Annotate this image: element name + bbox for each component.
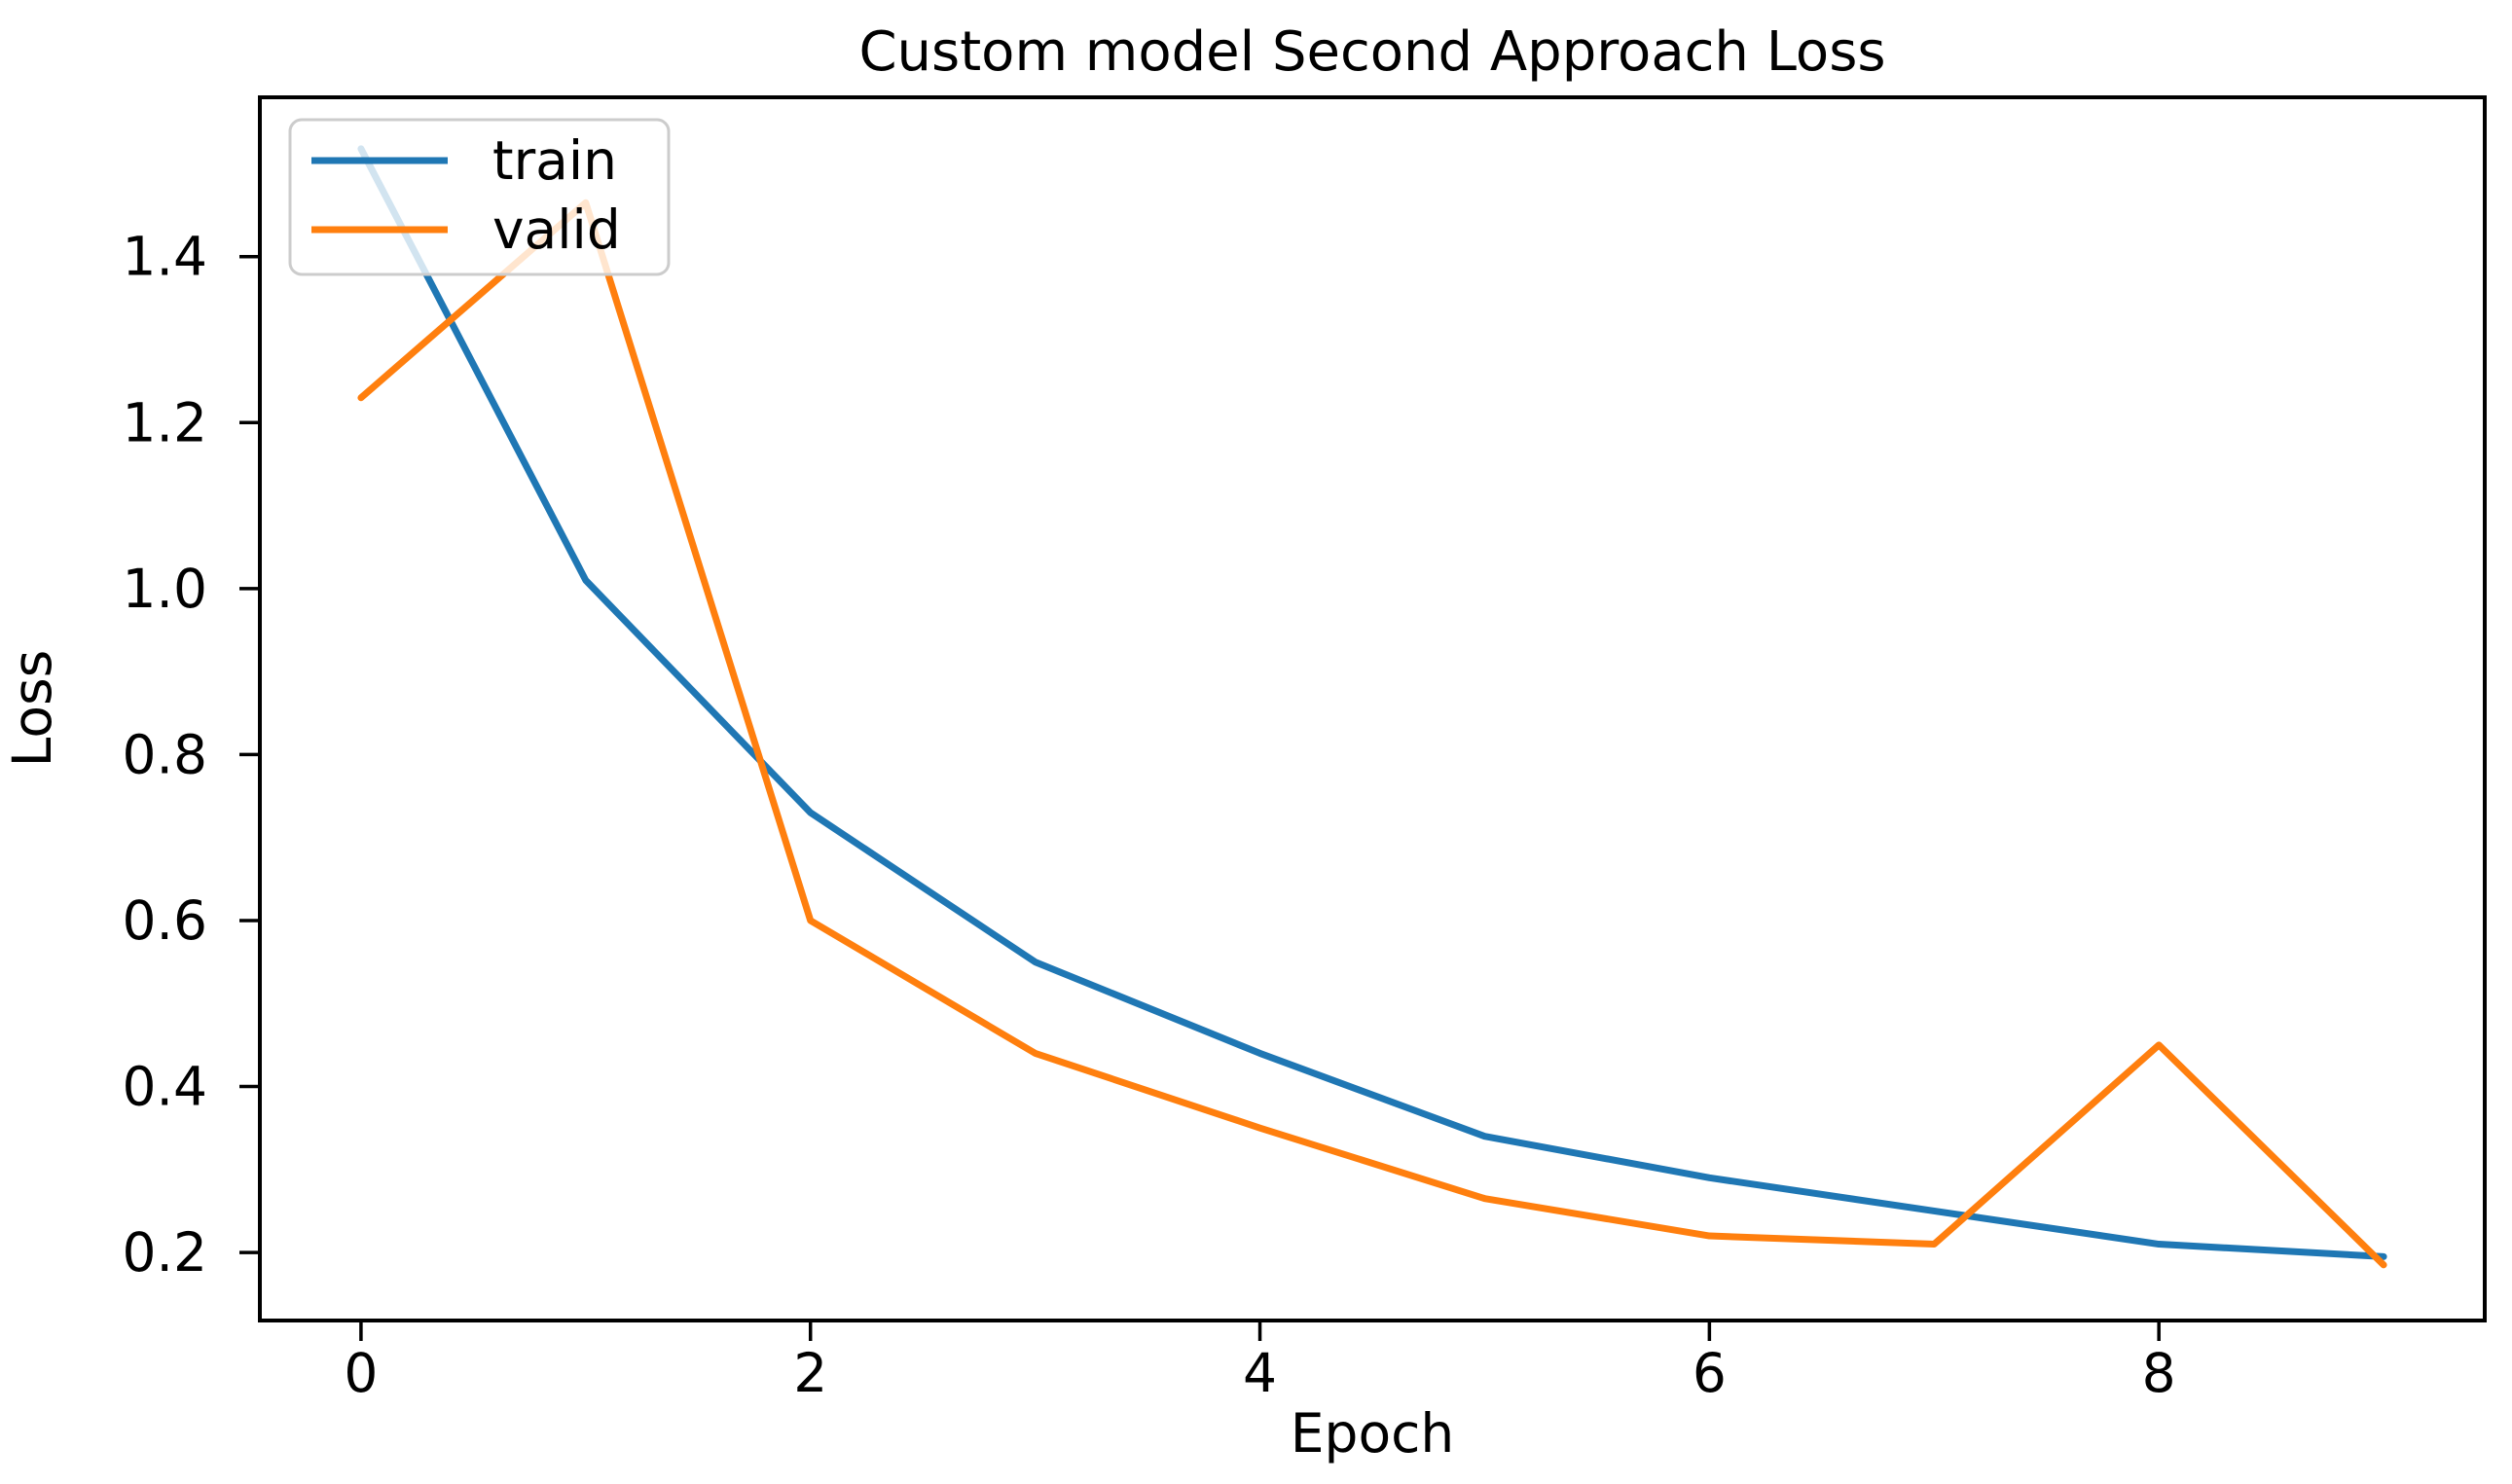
x-tick-label: 2 [793, 1342, 827, 1404]
x-tick-label: 4 [1243, 1342, 1277, 1404]
y-axis-label: Loss [1, 650, 63, 768]
y-tick-label: 1.2 [123, 391, 207, 453]
y-tick-label: 0.2 [123, 1221, 207, 1284]
y-tick-label: 0.4 [123, 1056, 207, 1118]
legend-label-valid: valid [492, 199, 621, 261]
series-line-train [357, 145, 2387, 1260]
y-tick-label: 1.0 [123, 558, 207, 620]
x-tick-label: 8 [2142, 1342, 2176, 1404]
x-axis-label: Epoch [1291, 1402, 1454, 1465]
chart-title: Custom model Second Approach Loss [858, 20, 1885, 84]
legend-label-train: train [492, 129, 617, 192]
plot-frame [258, 95, 2487, 1322]
plot-area: 0 2 4 6 8 0.2 0.4 0.6 0.8 1.0 1.2 1.4 train valid [123, 95, 2487, 1404]
y-tick-label: 0.6 [123, 889, 207, 952]
series-line-valid [357, 199, 2387, 1269]
y-tick-label: 0.8 [123, 723, 207, 785]
y-tick-label: 1.4 [123, 226, 207, 288]
x-tick-label: 6 [1693, 1342, 1727, 1404]
x-tick-label: 0 [344, 1342, 378, 1404]
